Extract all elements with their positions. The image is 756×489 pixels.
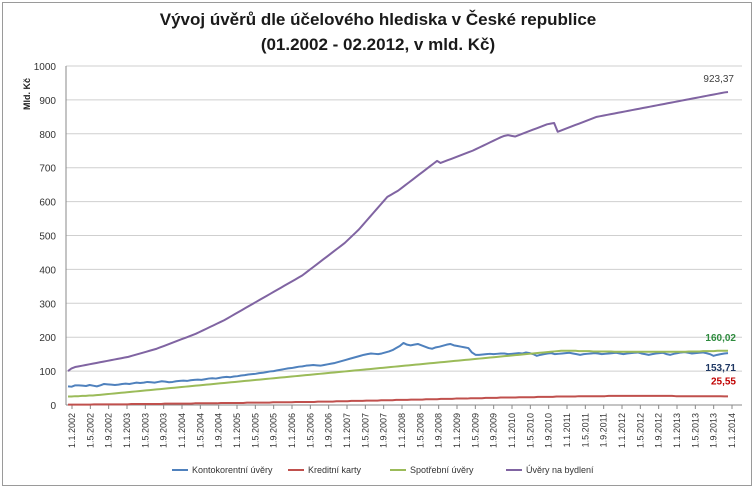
x-tick-label: 1.1.2006: [287, 413, 297, 448]
x-tick-label: 1.5.2002: [85, 413, 95, 448]
y-tick-label: 900: [39, 96, 56, 107]
x-tick-label: 1.9.2009: [489, 413, 499, 448]
x-tick-label: 1.1.2013: [672, 413, 682, 448]
y-tick-label: 0: [50, 401, 56, 412]
x-tick-label: 1.9.2013: [709, 413, 719, 448]
y-axis-label: Mld. Kč: [22, 78, 32, 110]
legend-label: Úvěry na bydlení: [526, 465, 594, 475]
x-tick-label: 1.9.2004: [214, 413, 224, 448]
x-tick-label: 1.9.2003: [159, 413, 169, 448]
x-tick-label: 1.9.2011: [599, 413, 609, 447]
x-tick-label: 1.9.2007: [379, 413, 389, 448]
chart-title: Vývoj úvěrů dle účelového hlediska v Čes…: [159, 10, 597, 29]
y-tick-label: 1000: [34, 62, 57, 73]
y-tick-label: 100: [39, 367, 56, 378]
x-tick-label: 1.1.2002: [67, 413, 77, 448]
x-tick-label: 1.1.2010: [507, 413, 517, 448]
series-line: [67, 341, 729, 388]
series-line: [67, 90, 729, 372]
data-label: 923,37: [703, 74, 734, 85]
x-tick-label: 1.1.2008: [397, 413, 407, 448]
legend-label: Kontokorentní úvěry: [192, 465, 273, 475]
x-tick-label: 1.5.2012: [635, 413, 645, 448]
x-tick-label: 1.1.2003: [122, 413, 132, 448]
x-tick-label: 1.5.2007: [360, 413, 370, 448]
x-tick-label: 1.1.2009: [452, 413, 462, 448]
x-tick-label: 1.5.2004: [195, 413, 205, 448]
x-tick-label: 1.9.2010: [544, 413, 554, 448]
x-tick-label: 1.5.2013: [690, 413, 700, 448]
y-tick-label: 700: [39, 164, 56, 175]
x-tick-label: 1.5.2008: [415, 413, 425, 448]
y-tick-label: 300: [39, 299, 56, 310]
x-tick-label: 1.9.2006: [324, 413, 334, 448]
x-tick-label: 1.9.2012: [654, 413, 664, 448]
x-tick-label: 1.5.2010: [525, 413, 535, 448]
data-label: 160,02: [705, 333, 736, 344]
x-tick-label: 1.5.2006: [305, 413, 315, 448]
chart-subtitle: (01.2002 - 02.2012, v mld. Kč): [260, 35, 496, 54]
x-tick-label: 1.1.2004: [177, 413, 187, 448]
y-tick-label: 800: [39, 130, 56, 141]
x-tick-label: 1.9.2005: [269, 413, 279, 448]
series-line: [68, 394, 728, 406]
x-tick-label: 1.5.2003: [140, 413, 150, 448]
y-tick-label: 500: [39, 232, 56, 243]
y-tick-label: 600: [39, 198, 56, 209]
x-tick-label: 1.1.2005: [232, 413, 242, 448]
data-label: 153,71: [705, 363, 736, 374]
y-tick-label: 200: [39, 333, 56, 344]
x-tick-label: 1.5.2011: [580, 413, 590, 447]
y-tick-label: 400: [39, 265, 56, 276]
x-tick-label: 1.1.2007: [342, 413, 352, 448]
legend-label: Spotřební úvěry: [410, 465, 474, 475]
legend-label: Kreditní karty: [308, 465, 362, 475]
series-line: [68, 349, 729, 398]
x-tick-label: 1.1.2014: [727, 413, 737, 448]
x-tick-label: 1.1.2011: [562, 413, 572, 447]
x-tick-label: 1.9.2002: [104, 413, 114, 448]
x-tick-label: 1.5.2005: [250, 413, 260, 448]
x-tick-label: 1.9.2008: [434, 413, 444, 448]
data-label: 25,55: [711, 376, 736, 387]
x-tick-label: 1.1.2012: [617, 413, 627, 448]
x-tick-label: 1.5.2009: [470, 413, 480, 448]
